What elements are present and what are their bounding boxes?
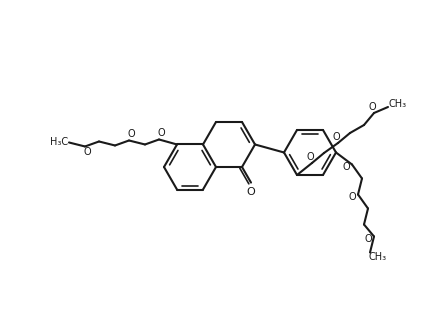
Text: H₃C: H₃C [50, 137, 68, 148]
Text: O: O [348, 193, 356, 202]
Text: O: O [332, 132, 340, 142]
Text: O: O [127, 130, 135, 139]
Text: O: O [342, 162, 350, 173]
Text: O: O [368, 102, 376, 112]
Text: CH₃: CH₃ [369, 253, 387, 262]
Text: O: O [306, 152, 314, 162]
Text: O: O [83, 148, 91, 157]
Text: O: O [247, 187, 255, 196]
Text: CH₃: CH₃ [389, 99, 407, 109]
Text: O: O [157, 129, 165, 138]
Text: O: O [364, 235, 372, 244]
